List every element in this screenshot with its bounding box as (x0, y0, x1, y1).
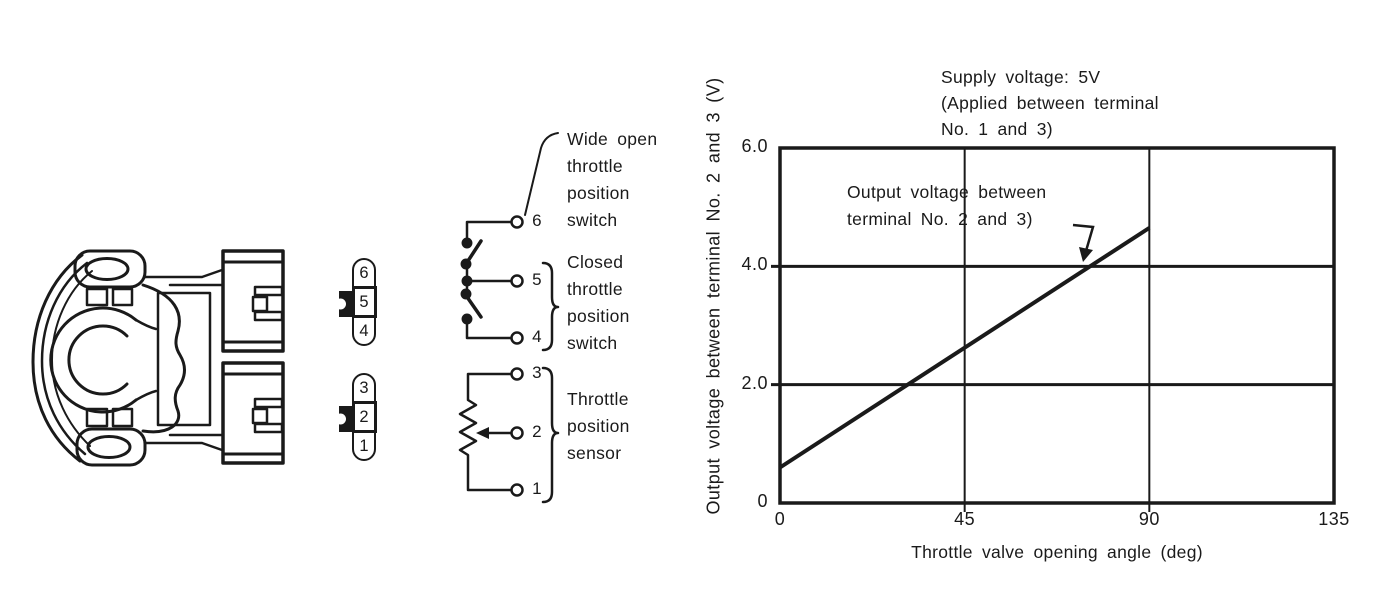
clip-square (85, 287, 109, 307)
connector-housing-top (221, 249, 285, 353)
label-line: switch (567, 333, 618, 353)
label-line: Wide open (567, 129, 658, 149)
mounting-ear-top (73, 249, 147, 289)
sensor-core-rect (156, 291, 212, 427)
x-tick-label: 90 (1138, 509, 1160, 529)
label-line: position (567, 416, 630, 436)
label-line: throttle (567, 279, 623, 299)
y-tick-label: 0 (757, 491, 768, 511)
connector-slot (253, 397, 284, 409)
junction-dot (460, 258, 472, 270)
x-tick-label: 45 (954, 509, 976, 529)
junction-dot (460, 288, 472, 300)
terminal-circle-5 (510, 274, 524, 288)
junction-dot (461, 313, 473, 325)
sensor-body-left-arc (31, 253, 84, 463)
annotation-arrowhead (1079, 247, 1093, 262)
junction-dot (461, 275, 473, 287)
label-line: switch (567, 210, 618, 230)
mounting-hole-bottom (86, 435, 132, 459)
connector-slot (253, 310, 284, 322)
label-line: position (567, 306, 630, 326)
wide-open-switch-label: Wide open throttle position switch (567, 126, 657, 234)
connector-slot (253, 285, 284, 297)
terminal-label-2: 2 (532, 422, 542, 441)
connector-pin-block-bottom: 3 2 1 (351, 373, 377, 461)
terminal-circle-3 (510, 367, 524, 381)
label-line: Closed (567, 252, 624, 272)
leader-line-wide-open (524, 132, 559, 216)
y-tick-label: 4.0 (741, 254, 768, 275)
pin-number-2-highlighted: 2 (351, 401, 377, 433)
pin-number-5-highlighted: 5 (351, 286, 377, 318)
chart-annotation-line: terminal No. 2 and 3) (847, 209, 1033, 229)
chart-annotation-line: Output voltage between (847, 182, 1047, 202)
label-line: throttle (567, 156, 623, 176)
terminal-label-6: 6 (532, 211, 542, 230)
chart-title-line: Supply voltage: 5V (941, 67, 1101, 87)
terminal-label-5: 5 (532, 270, 542, 289)
pin-number-1: 1 (359, 436, 369, 455)
terminal-circle-6 (510, 215, 524, 229)
terminal-label-3: 3 (532, 363, 542, 382)
potentiometer-resistor (458, 372, 513, 492)
terminal-circle-4 (510, 331, 524, 345)
chart-annotation: Output voltage between terminal No. 2 an… (847, 179, 1046, 233)
circuit-schematic (458, 132, 560, 504)
horseshoe-outer (49, 306, 138, 414)
pin-number-4: 4 (359, 321, 369, 340)
connector-pin-block-top: 6 5 4 (351, 258, 377, 346)
x-tick-label: 0 (774, 509, 786, 529)
neck-bottom (143, 433, 225, 452)
label-line: Throttle (567, 389, 629, 409)
terminal-label-4: 4 (532, 327, 542, 346)
closed-throttle-switch-label: Closed throttle position switch (567, 249, 630, 357)
chart-title: Supply voltage: 5V (Applied between term… (941, 64, 1159, 142)
x-axis-label: Throttle valve opening angle (deg) (911, 542, 1203, 562)
brace-closed-throttle-switch (541, 261, 560, 352)
clip-square (111, 287, 134, 307)
connector-band (221, 372, 285, 456)
connector-housing-bottom (221, 361, 285, 465)
connector-band (221, 260, 285, 344)
pin-number-3: 3 (359, 378, 369, 397)
pin-number-6: 6 (359, 263, 369, 282)
connector-slot (253, 422, 284, 434)
label-line: position (567, 183, 630, 203)
connector-key-tab-top (339, 291, 353, 317)
wiper-arrowhead (476, 427, 489, 439)
y-tick-label: 6.0 (741, 136, 768, 156)
terminal-label-1: 1 (532, 479, 542, 498)
neck-top (143, 268, 225, 287)
junction-dot (461, 237, 473, 249)
clip-square (85, 407, 109, 428)
plot-frame (778, 146, 1336, 505)
terminal-circle-1 (510, 483, 524, 497)
annotation-leader-line (1072, 223, 1095, 252)
chart-title-line: No. 1 and 3) (941, 119, 1053, 139)
horseshoe-mouth (134, 318, 158, 402)
throttle-sensor-drawing (31, 249, 285, 467)
chart-title-line: (Applied between terminal (941, 93, 1159, 113)
mounting-ear-bottom (75, 427, 147, 467)
sensor-body-outline (141, 283, 186, 434)
horseshoe-inner (67, 324, 129, 396)
y-tick-label: 2.0 (741, 372, 768, 393)
x-tick-label: 135 (1318, 509, 1350, 529)
throttle-position-sensor-label: Throttle position sensor (567, 386, 630, 467)
terminal-circle-2 (510, 426, 524, 440)
mounting-hole-top (84, 257, 130, 281)
sensor-body-left-arc-inner (40, 261, 89, 456)
connector-key-tab-bottom (339, 406, 353, 432)
brace-throttle-position-sensor (541, 366, 560, 504)
label-line: sensor (567, 443, 622, 463)
